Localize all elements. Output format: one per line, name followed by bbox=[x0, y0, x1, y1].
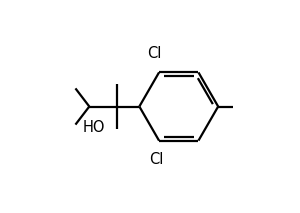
Text: HO: HO bbox=[83, 120, 105, 135]
Text: Cl: Cl bbox=[148, 46, 162, 61]
Text: Cl: Cl bbox=[149, 152, 163, 167]
